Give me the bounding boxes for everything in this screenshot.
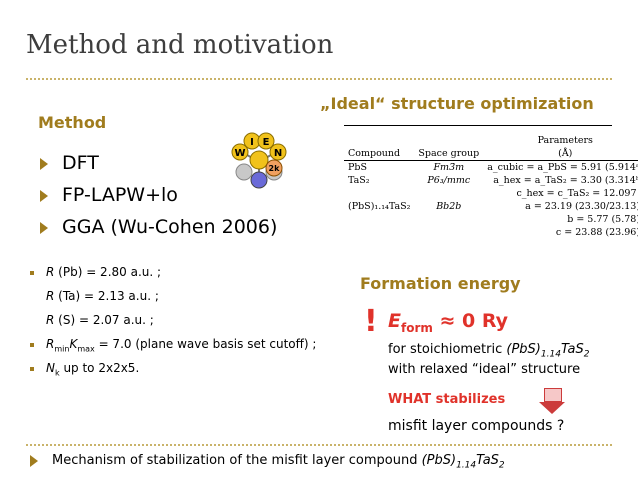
what-stabilizes-label: WHAT stabilizes xyxy=(388,392,506,407)
relaxed-structure-line: with relaxed “ideal” structure xyxy=(388,362,581,377)
stoichiometric-line: for stoichiometric (PbS)1.14TaS2 xyxy=(388,342,590,360)
method-list: DFT FP-LAPW+lo GGA (Wu-Cohen 2006) xyxy=(40,152,277,248)
param-item: R (Pb) = 2.80 a.u. ; xyxy=(30,265,316,289)
param-list: R (Pb) = 2.80 a.u. ; R (Ta) = 2.13 a.u. … xyxy=(30,265,316,385)
method-item: GGA (Wu-Cohen 2006) xyxy=(40,216,277,248)
table-cell: b = 5.77 (5.78)ᶜ xyxy=(567,214,638,225)
table-header: Compound xyxy=(348,148,401,159)
bullet-dot-icon xyxy=(30,270,34,275)
table-cell: c = 23.88 (23.96)ᶜ xyxy=(555,227,638,238)
down-arrow-icon xyxy=(539,388,565,414)
method-item: FP-LAPW+lo xyxy=(40,184,277,216)
logo-letter: I xyxy=(250,137,254,148)
formation-energy-heading: Formation energy xyxy=(360,274,521,293)
table-header: Space group xyxy=(418,148,480,159)
method-item: DFT xyxy=(40,152,277,184)
table-cell xyxy=(414,213,483,226)
bullet-dot-icon xyxy=(30,366,34,371)
param-item-nk: Nk up to 2x2x5. xyxy=(30,361,316,385)
table-cell: Fm3̄m xyxy=(433,162,465,173)
bullet-triangle-icon xyxy=(30,454,38,467)
param-item-rk: RminKmax = 7.0 (plane wave basis set cut… xyxy=(30,337,316,361)
logo-letter: W xyxy=(234,148,245,159)
table-cell: TaS₂ xyxy=(348,175,370,186)
table-cell xyxy=(344,226,414,239)
logo-letter: N xyxy=(274,148,282,159)
table-header: (Å) xyxy=(558,148,573,159)
structure-table: Parameters Compound Space group (Å) PbS F… xyxy=(344,125,638,239)
table-cell: P6₃/mmc xyxy=(427,175,471,186)
bullet-triangle-icon xyxy=(40,189,48,202)
param-item: R (Ta) = 2.13 a.u. ; xyxy=(46,289,159,303)
table-cell: a_cubic = a_PbS = 5.91 (5.914ᵃ) xyxy=(487,162,638,173)
logo-letter: E xyxy=(263,137,270,148)
wien2k-logo-icon: W I E N 2k xyxy=(231,132,287,189)
table-cell: Bb2b xyxy=(436,201,462,212)
table-cell xyxy=(344,187,414,200)
footer-divider xyxy=(26,444,612,446)
misfit-question: misfit layer compounds ? xyxy=(388,418,565,434)
table-cell: PbS xyxy=(348,162,367,173)
page-title: Method and motivation xyxy=(26,30,334,60)
table-cell xyxy=(414,226,483,239)
bullet-triangle-icon xyxy=(40,221,48,234)
method-heading: Method xyxy=(38,113,107,132)
logo-letter: 2k xyxy=(269,164,281,173)
table-cell xyxy=(414,187,483,200)
table-header-parameters: Parameters xyxy=(537,135,593,146)
param-item: R (S) = 2.07 a.u. ; xyxy=(46,313,154,327)
formation-energy-value: Eform ≈ 0 Ry xyxy=(388,310,509,335)
title-divider xyxy=(26,78,612,80)
ideal-structure-heading: „Ideal“ structure optimization xyxy=(320,94,594,113)
bullet-dot-icon xyxy=(30,342,34,347)
exclamation-mark: ! xyxy=(364,304,378,339)
footer-line: Mechanism of stabilization of the misfit… xyxy=(30,453,505,471)
table-cell: a_hex = a_TaS₂ = 3.30 (3.314ᵇ) xyxy=(493,175,638,186)
table-cell: a = 23.19 (23.30/23.13)ᶜ xyxy=(525,201,638,212)
table-cell: c_hex = c_TaS₂ = 12.097 ᵇ xyxy=(516,188,638,199)
table-cell: (PbS)₁.₁₄TaS₂ xyxy=(348,201,411,212)
table-cell xyxy=(344,213,414,226)
bullet-triangle-icon xyxy=(40,157,48,170)
